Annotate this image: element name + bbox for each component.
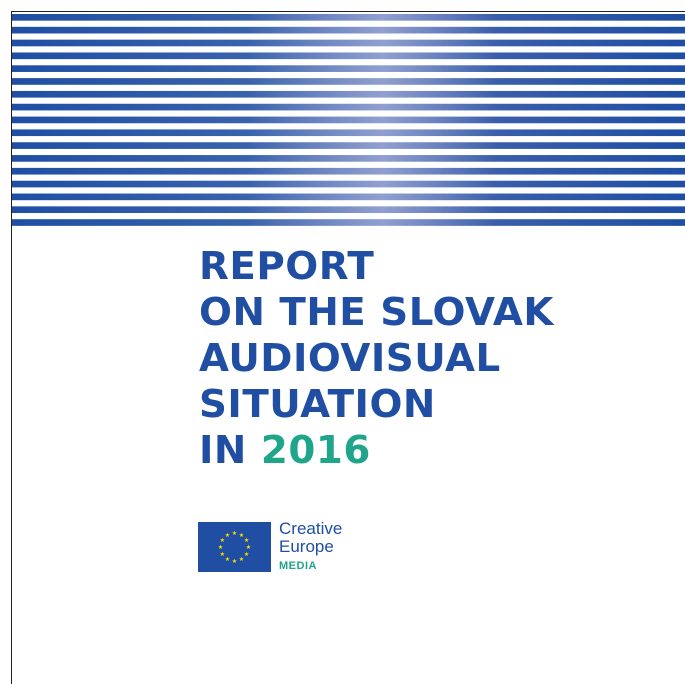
page-border-top [11,11,685,12]
page-border-left [11,11,12,684]
logo-wordmark: Creative Europe MEDIA [279,520,342,574]
title-line-5: IN 2016 [199,427,678,473]
stripes-graphic [12,14,685,226]
title-line-2: ON THE SLOVAK [199,290,554,334]
banner-stripe [12,129,685,137]
report-title: REPORT ON THE SLOVAK AUDIOVISUAL SITUATI… [199,243,669,473]
title-line-3: AUDIOVISUAL [199,336,501,380]
title-line-1: REPORT [199,244,375,288]
striped-header-banner [12,12,685,230]
banner-stripe [12,52,685,60]
eu-star-icon: ★ [225,532,230,539]
banner-stripe [12,142,685,149]
eu-star-icon: ★ [239,532,244,539]
banner-stripe [12,180,685,188]
eu-star-icon: ★ [244,537,249,544]
title-line-4: SITUATION [199,382,436,426]
eu-flag-icon: ★ ★ ★ ★ ★ ★ ★ ★ ★ ★ ★ ★ [198,522,271,572]
banner-stripe [12,116,685,124]
eu-star-icon: ★ [244,551,249,558]
banner-stripe [12,26,685,34]
banner-stripe [12,14,685,21]
banner-stripe [12,206,685,214]
eu-star-icon: ★ [225,556,230,563]
title-in-word: IN [199,428,247,472]
banner-stripe [12,65,685,72]
title-year: 2016 [260,428,371,472]
eu-star-icon: ★ [220,551,225,558]
eu-star-icon: ★ [218,544,223,551]
banner-stripe [12,39,685,47]
eu-star-icon: ★ [220,537,225,544]
banner-stripe [12,103,685,111]
banner-stripe [12,90,685,98]
banner-stripe [12,193,685,201]
logo-creative: Creative [279,519,343,538]
eu-star-icon: ★ [239,556,244,563]
banner-stripe [12,78,685,85]
creative-europe-media-logo: ★ ★ ★ ★ ★ ★ ★ ★ ★ ★ ★ ★ Creative Europe MEDIA [198,520,388,575]
logo-europe: Europe [279,537,334,556]
eu-star-icon: ★ [246,544,251,551]
logo-media-label: MEDIA [279,560,317,572]
eu-star-icon: ★ [232,530,237,537]
eu-star-icon: ★ [232,558,237,565]
banner-stripe [12,155,685,162]
banner-stripe [12,167,685,175]
banner-stripe [12,219,685,226]
